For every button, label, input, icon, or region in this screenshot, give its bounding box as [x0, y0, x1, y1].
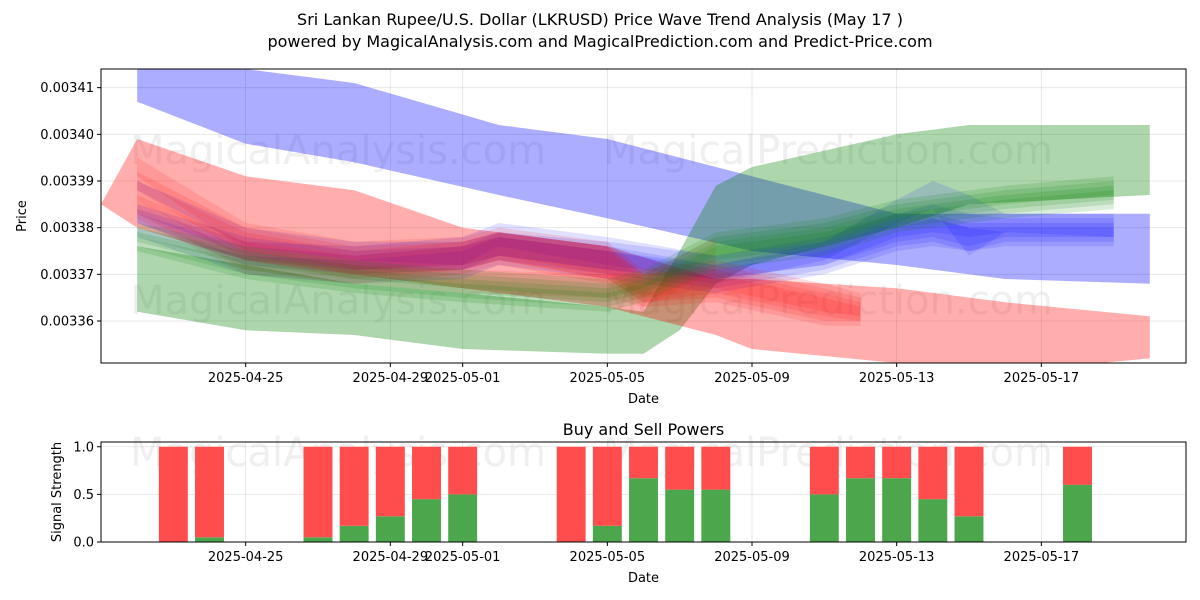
band-green-wide [137, 125, 1150, 354]
axes-frame [100, 68, 1187, 364]
y-tick-label: 0.5 [73, 488, 94, 503]
buy-bar [339, 525, 369, 542]
sell-bar [846, 446, 875, 479]
sell-bar [918, 446, 948, 500]
y-tick-label: 0.0 [73, 536, 94, 551]
sell-bar [412, 446, 441, 500]
buy-bar [592, 525, 622, 542]
buy-bar [629, 478, 658, 542]
buy-bar [918, 499, 948, 542]
band-blue-inner-1 [137, 204, 1114, 279]
sell-bar [665, 446, 695, 490]
buy-bar [809, 494, 839, 542]
sell-bar [158, 446, 188, 542]
x-axis-label: Date [628, 392, 659, 407]
buy-bar [375, 516, 405, 542]
x-tick-label: 2025-04-25 [208, 550, 284, 565]
sell-bar [375, 446, 405, 517]
watermark-text: MagicalAnalysis.com [130, 278, 546, 324]
band-blue-inner-2 [137, 218, 1114, 293]
sell-bar [556, 446, 586, 542]
watermark-text: MagicalAnalysis.com [130, 430, 546, 476]
band-green-inner-4 [137, 190, 1114, 312]
x-tick-label: 2025-04-29 [353, 371, 429, 386]
band-green-inner-1 [137, 181, 1114, 303]
buy-bar [701, 489, 731, 542]
buy-bar [448, 494, 478, 542]
buy-bar [303, 537, 333, 542]
chart-subtitle: powered by MagicalAnalysis.com and Magic… [267, 32, 933, 51]
band-green-inner-2 [137, 185, 1114, 307]
band-blue-inner-4 [137, 213, 1114, 279]
watermark-text: MagicalPrediction.com [603, 278, 1053, 324]
sell-bar [1063, 446, 1092, 485]
y-axis-label: Price [15, 200, 30, 232]
band-blue-wide [137, 69, 1150, 284]
band-red-wide [101, 139, 1150, 363]
y-tick-label: 1.0 [73, 440, 94, 455]
x-tick-label: 2025-05-09 [714, 550, 790, 565]
x-tick-label: 2025-05-13 [859, 550, 935, 565]
buy-bar [846, 478, 875, 542]
x-tick-label: 2025-05-05 [570, 371, 646, 386]
y-tick-label: 0.00339 [40, 175, 94, 190]
sell-bar [592, 446, 622, 526]
sell-bar [809, 446, 839, 495]
buy-bar [195, 537, 224, 542]
y-axis-label: Signal Strength [50, 442, 65, 542]
sell-bar [629, 446, 658, 479]
watermark-text: MagicalPrediction.com [603, 128, 1053, 174]
sell-bar [954, 446, 984, 517]
x-tick-label: 2025-04-25 [208, 371, 284, 386]
x-tick-label: 2025-05-09 [714, 371, 790, 386]
buy-bar [882, 478, 912, 542]
plot-area [101, 69, 1150, 363]
y-tick-label: 0.00337 [40, 268, 94, 283]
band-olive-inner [137, 199, 716, 307]
x-axis-label: Date [628, 571, 659, 586]
x-tick-label: 2025-05-17 [1004, 550, 1080, 565]
sell-bar [448, 446, 478, 495]
band-blue-inner-5 [137, 204, 1114, 289]
x-tick-label: 2025-04-29 [353, 550, 429, 565]
x-tick-label: 2025-05-13 [859, 371, 935, 386]
band-blue-inner-3 [137, 181, 1114, 284]
band-red-inner-3 [137, 195, 861, 326]
band-green-inner-3 [137, 176, 1114, 298]
band-red-inner-4 [137, 171, 861, 321]
sell-bar [701, 446, 731, 490]
buy-bar [665, 489, 695, 542]
band-red-inner-2 [137, 181, 861, 321]
x-tick-label: 2025-05-01 [425, 550, 501, 565]
buy-bar [954, 516, 984, 542]
y-tick-label: 0.00336 [40, 315, 94, 330]
panel-title: Buy and Sell Powers [563, 420, 725, 439]
axes-frame [100, 441, 1187, 543]
buy-bar [1063, 484, 1092, 542]
y-tick-label: 0.00341 [40, 81, 94, 96]
x-tick-label: 2025-05-01 [425, 371, 501, 386]
x-tick-label: 2025-05-17 [1004, 371, 1080, 386]
plot-area [158, 446, 1092, 542]
sell-bar [339, 446, 369, 526]
watermark-text: MagicalAnalysis.com [130, 128, 546, 174]
y-tick-label: 0.00340 [40, 128, 94, 143]
sell-bar [882, 446, 912, 479]
sell-bar [303, 446, 333, 538]
band-red-inner-1 [137, 157, 861, 317]
x-tick-label: 2025-05-05 [570, 550, 646, 565]
buy-bar [412, 499, 441, 542]
y-tick-label: 0.00338 [40, 221, 94, 236]
sell-bar [195, 446, 224, 538]
chart-title: Sri Lankan Rupee/U.S. Dollar (LKRUSD) Pr… [297, 10, 903, 29]
